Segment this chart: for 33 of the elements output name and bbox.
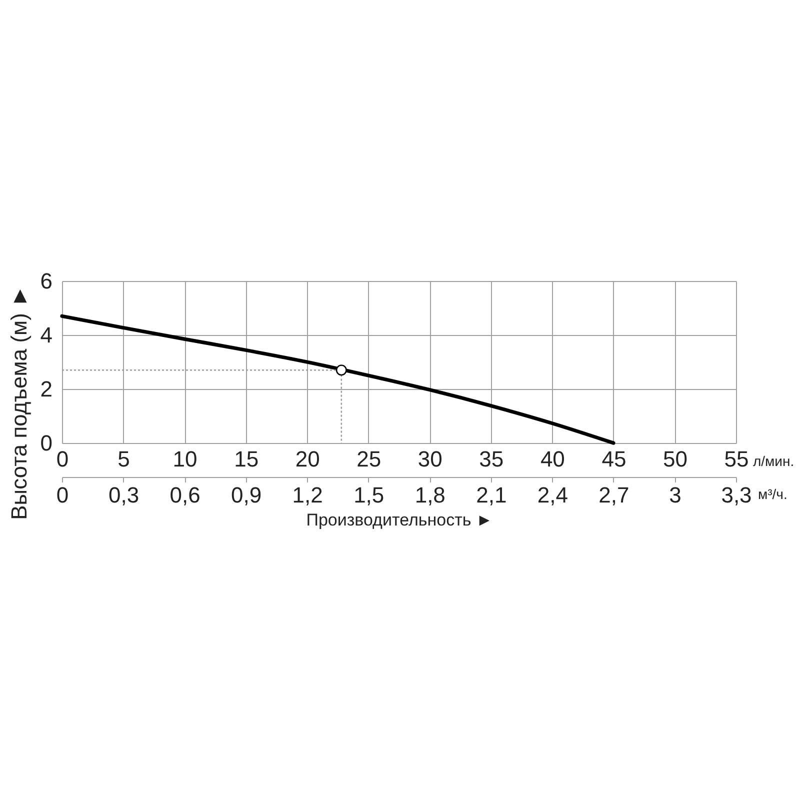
- text: м³/ч.: [758, 486, 788, 502]
- y-tick-label: 4: [40, 322, 52, 348]
- text: л/мин.: [753, 453, 794, 469]
- x-tick-label: 10: [172, 446, 198, 472]
- y-tick-label: 6: [40, 268, 52, 294]
- x2-tick-label: 3,3: [721, 482, 752, 508]
- x-tick-label: 55: [724, 446, 749, 472]
- x2-tick-label: 1,2: [292, 482, 323, 508]
- x2-tick-label: 0,3: [108, 482, 140, 508]
- x-tick-label: 50: [662, 446, 688, 472]
- x-tick-label: 35: [479, 446, 504, 472]
- x2-tick-label: 0: [56, 482, 69, 508]
- x2-tick-label: 3: [669, 482, 682, 508]
- x-tick-label: 25: [356, 446, 382, 472]
- x2-tick-label: 2,4: [537, 482, 568, 508]
- x-tick-label: 0: [56, 446, 69, 472]
- x2-tick-label: 1,8: [414, 482, 446, 508]
- x2-tick-label: 0,9: [231, 482, 262, 508]
- x-tick-label: 15: [234, 446, 259, 472]
- x2-tick-label: 2,7: [598, 482, 630, 508]
- y-axis-title: Высота подъема (м) ►: [6, 285, 32, 520]
- x-tick-label: 30: [418, 446, 442, 472]
- x2-tick-label: 0,6: [170, 482, 200, 508]
- y-tick-label: 2: [40, 376, 52, 402]
- x-tick-label: 40: [540, 446, 565, 472]
- x-tick-label: 45: [602, 446, 626, 472]
- y-tick-label: 0: [40, 430, 52, 456]
- x-tick-label: 20: [295, 446, 320, 472]
- x2-tick-label: 1,5: [354, 482, 384, 508]
- x-axis-title: Производительность ►: [306, 510, 493, 530]
- x-tick-label: 5: [118, 446, 130, 472]
- line-series: [60, 314, 616, 445]
- x2-tick-label: 2,1: [476, 482, 507, 508]
